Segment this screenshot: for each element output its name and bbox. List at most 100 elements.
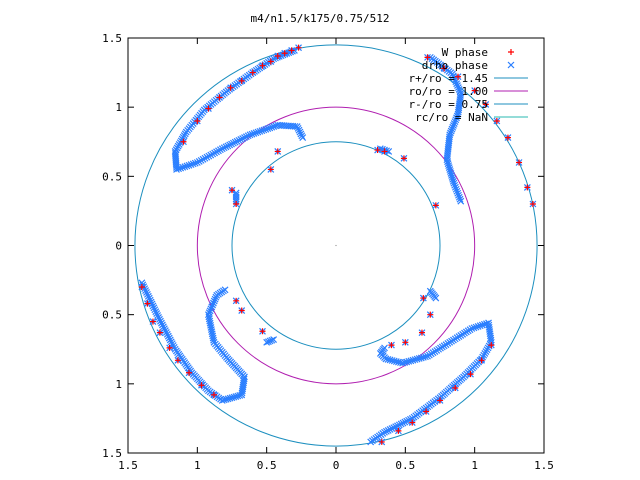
y-tick-label: 1: [115, 101, 122, 114]
w-phase-point: [418, 329, 425, 336]
w-phase-point: [281, 50, 288, 57]
drho-point: [451, 118, 459, 126]
drho-point: [213, 148, 220, 156]
drho-point: [409, 356, 417, 364]
drho-point: [254, 128, 262, 136]
drho-point: [193, 159, 201, 166]
drho-point: [381, 428, 388, 436]
drho-point: [453, 187, 461, 195]
legend-label: rc/ro = NaN: [415, 111, 488, 124]
w-phase-point: [138, 284, 145, 290]
drho-point: [450, 179, 458, 187]
w-phase-point: [194, 118, 201, 124]
drho-point: [143, 290, 151, 298]
drho-point: [209, 299, 217, 307]
drho-point: [452, 185, 460, 193]
y-tick-label: 0.5: [102, 309, 122, 322]
drho-point: [388, 357, 396, 364]
drho-point: [478, 321, 486, 329]
drho-point: [413, 355, 421, 363]
y-tick-label: 0.5: [102, 170, 122, 183]
drho-point: [382, 427, 390, 435]
drho-point: [424, 352, 431, 360]
drho-point: [381, 344, 388, 352]
drho-point: [454, 108, 462, 116]
drho-point: [154, 312, 162, 319]
drho-point: [222, 395, 230, 403]
legend-label: r-/ro = 0.75: [409, 98, 488, 111]
drho-point: [158, 321, 166, 329]
drho-point: [205, 152, 213, 160]
w-phase-point: [452, 384, 459, 391]
drho-point: [158, 319, 165, 327]
drho-point: [179, 163, 187, 171]
w-phase-point: [238, 307, 245, 314]
w-phase-point: [471, 87, 478, 94]
w-phase-point: [378, 438, 385, 445]
w-phase-point: [259, 328, 266, 335]
drho-point: [222, 143, 230, 151]
drho-point: [199, 155, 207, 163]
drho-point: [203, 153, 211, 161]
data-points: [138, 44, 537, 446]
drho-point: [232, 393, 240, 400]
drho-point: [453, 112, 461, 120]
w-phase-point: [395, 427, 402, 434]
drho-point: [197, 156, 205, 164]
drho-point: [447, 127, 455, 135]
w-phase-point: [166, 344, 173, 351]
w-phase-point: [488, 342, 495, 349]
drho-point: [399, 359, 406, 367]
drho-point: [419, 353, 427, 361]
drho-point: [450, 120, 458, 127]
legend-label: drho phase: [422, 59, 488, 72]
drho-point: [453, 80, 461, 88]
w-phase-point: [267, 166, 274, 173]
w-phase-point: [198, 382, 205, 389]
legend-symbol: [508, 49, 514, 55]
drho-point: [256, 127, 264, 135]
w-phase-point: [504, 134, 511, 141]
drho-point: [211, 149, 219, 157]
drho-point: [262, 125, 270, 133]
drho-point: [455, 193, 463, 201]
drho-point: [298, 132, 306, 140]
drho-point: [411, 356, 419, 364]
drho-point: [246, 131, 254, 139]
drho-point: [208, 303, 216, 311]
drho-point: [173, 165, 180, 173]
drho-point: [415, 355, 423, 362]
w-phase-point: [493, 118, 500, 124]
drho-point: [392, 358, 400, 365]
w-phase-point: [249, 69, 256, 76]
drho-point: [453, 114, 460, 122]
drho-point: [443, 156, 451, 164]
drho-point: [226, 141, 234, 149]
drho-point: [472, 323, 480, 331]
w-phase-point: [432, 202, 439, 209]
drho-point: [445, 162, 453, 170]
w-phase-point: [455, 73, 462, 80]
drho-point: [235, 136, 243, 144]
drho-point: [205, 309, 213, 317]
circle-1: [196, 106, 476, 385]
drho-point: [226, 394, 234, 402]
w-phase-point: [210, 391, 217, 398]
drho-point: [297, 130, 305, 138]
drho-point: [444, 160, 452, 168]
drho-point: [252, 129, 260, 137]
y-tick-label: 1.5: [102, 32, 122, 45]
w-phase-point: [441, 65, 448, 72]
drho-point: [264, 125, 272, 133]
y-tick-label: 0: [115, 240, 122, 253]
x-tick-label: 1: [471, 459, 478, 472]
drho-point: [454, 110, 462, 118]
w-phase-point: [402, 339, 409, 346]
drho-point: [162, 328, 170, 336]
w-phase-point: [186, 369, 193, 376]
drho-point: [187, 161, 195, 168]
drho-point: [207, 151, 215, 159]
drho-point: [449, 177, 457, 185]
drho-point: [242, 133, 250, 141]
